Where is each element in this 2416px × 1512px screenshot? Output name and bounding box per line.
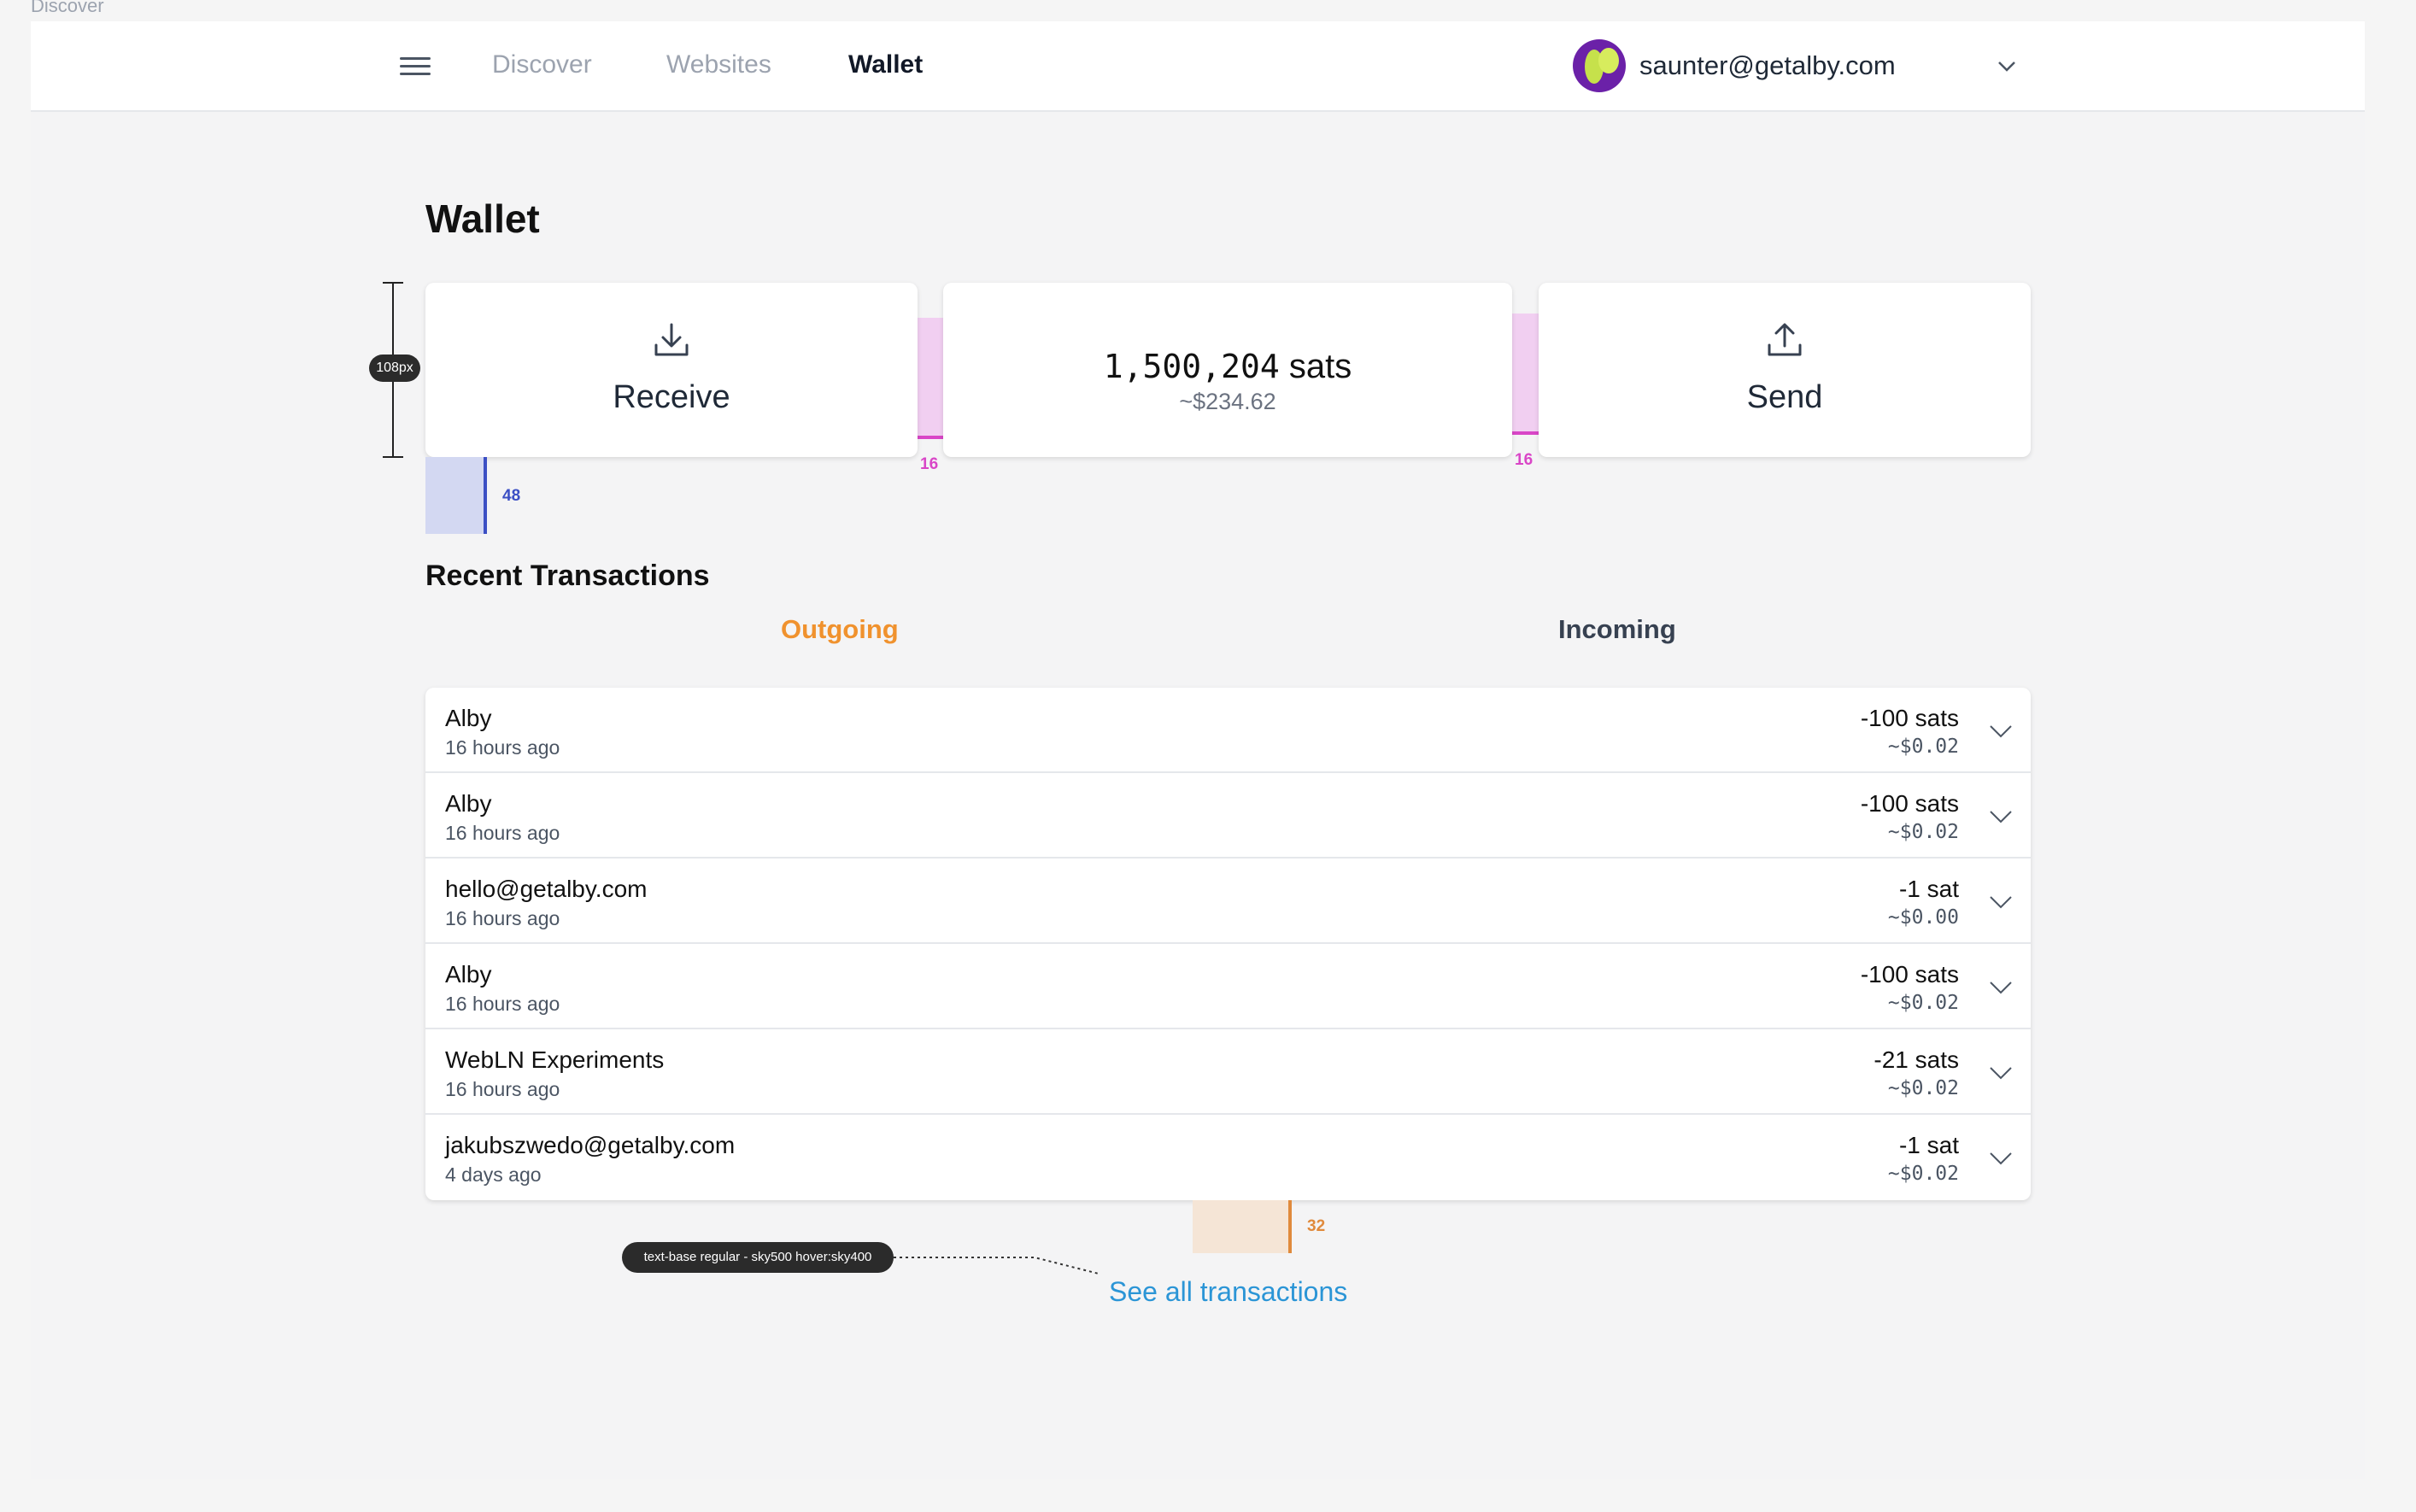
transaction-amount: -100 sats — [1860, 961, 1959, 987]
transaction-title: Alby — [445, 705, 492, 731]
transaction-usd: ~$0.02 — [1887, 992, 1959, 1014]
nav-link-wallet[interactable]: Wallet — [848, 50, 924, 79]
transaction-row[interactable]: jakubszwedo@getalby.com 4 days ago -1 sa… — [425, 1115, 2031, 1200]
transaction-usd: ~$0.02 — [1887, 821, 1959, 843]
balance-sats-value: 1,500,204 — [1103, 348, 1280, 385]
transaction-usd: ~$0.02 — [1887, 1163, 1959, 1185]
transaction-amount: -1 sat — [1898, 1132, 1959, 1158]
transaction-usd: ~$0.02 — [1887, 1077, 1959, 1099]
transaction-time: 16 hours ago — [445, 822, 560, 844]
transaction-title: Alby — [445, 790, 492, 817]
transaction-row[interactable]: Alby 16 hours ago -100 sats ~$0.02 — [425, 688, 2031, 773]
send-button[interactable]: Send — [1539, 283, 2031, 457]
transaction-time: 4 days ago — [445, 1163, 542, 1186]
transaction-row[interactable]: hello@getalby.com 16 hours ago -1 sat ~$… — [425, 859, 2031, 944]
avatar — [1573, 39, 1626, 92]
transaction-amount: -21 sats — [1874, 1046, 1959, 1073]
transaction-row[interactable]: Alby 16 hours ago -100 sats ~$0.02 — [425, 944, 2031, 1029]
frame-label: Discover — [31, 0, 104, 16]
transaction-title: WebLN Experiments — [445, 1046, 665, 1073]
height-dimension-cap-top — [383, 282, 403, 284]
transaction-amount: -100 sats — [1860, 705, 1959, 731]
account-email: saunter@getalby.com — [1639, 50, 1896, 80]
link-style-annotation: text-base regular - sky500 hover:sky400 — [622, 1242, 894, 1273]
chevron-down-icon[interactable] — [1986, 888, 2015, 917]
balance-usd: ~$234.62 — [1179, 389, 1276, 414]
chevron-down-icon[interactable] — [1986, 717, 2015, 746]
chevron-down-icon[interactable] — [1986, 802, 2015, 831]
transaction-time: 16 hours ago — [445, 1078, 560, 1100]
spacing-label-below-cards: 48 — [502, 487, 521, 505]
tab-outgoing[interactable]: Outgoing — [781, 614, 899, 644]
account-menu[interactable]: saunter@getalby.com — [1573, 39, 1896, 92]
spacing-highlight-below-cards — [425, 457, 484, 534]
transaction-row[interactable]: Alby 16 hours ago -100 sats ~$0.02 — [425, 773, 2031, 859]
spacing-label-above-link: 32 — [1307, 1217, 1326, 1235]
transaction-usd: ~$0.00 — [1887, 906, 1959, 929]
transaction-time: 16 hours ago — [445, 907, 560, 929]
receive-button[interactable]: Receive — [425, 283, 918, 457]
transaction-amount: -100 sats — [1860, 790, 1959, 817]
chevron-down-icon[interactable] — [1986, 1144, 2015, 1173]
upload-icon — [1768, 323, 1802, 356]
gap-highlight-left — [918, 318, 943, 437]
transaction-time: 16 hours ago — [445, 993, 560, 1015]
spacing-marker-above-link — [1288, 1200, 1292, 1253]
height-annotation-badge: 108px — [369, 355, 420, 382]
spacing-highlight-above-link — [1193, 1200, 1288, 1253]
nav-link-discover[interactable]: Discover — [492, 50, 592, 79]
transaction-usd: ~$0.02 — [1887, 735, 1959, 758]
balance-card: 1,500,204 sats ~$234.62 — [943, 283, 1512, 457]
tab-incoming[interactable]: Incoming — [1558, 614, 1676, 644]
chevron-down-icon[interactable] — [1993, 52, 2020, 79]
top-navigation-bar: Discover Websites Wallet saunter@getalby… — [31, 21, 2365, 112]
send-label: Send — [1746, 379, 1823, 415]
annotation-connector — [894, 1257, 1100, 1275]
chevron-down-icon[interactable] — [1986, 973, 2015, 1002]
gap-marker-left — [918, 436, 943, 439]
transaction-row[interactable]: WebLN Experiments 16 hours ago -21 sats … — [425, 1029, 2031, 1115]
transaction-time: 16 hours ago — [445, 736, 560, 759]
gap-label-left: 16 — [920, 455, 939, 473]
see-all-transactions-link[interactable]: See all transactions — [1109, 1276, 1348, 1307]
nav-link-websites[interactable]: Websites — [666, 50, 771, 79]
transaction-title: hello@getalby.com — [445, 876, 648, 902]
gap-highlight-right — [1512, 314, 1539, 433]
balance-sats: 1,500,204 sats — [943, 348, 1512, 386]
recent-transactions-title: Recent Transactions — [425, 560, 710, 592]
transaction-title: Alby — [445, 961, 492, 987]
transaction-title: jakubszwedo@getalby.com — [445, 1132, 736, 1158]
gap-label-right: 16 — [1515, 451, 1533, 469]
download-icon — [654, 323, 689, 356]
spacing-marker-below-cards — [484, 457, 487, 534]
page-title: Wallet — [425, 196, 540, 241]
gap-marker-right — [1512, 431, 1539, 435]
height-dimension-cap-bottom — [383, 456, 403, 458]
balance-sats-unit: sats — [1288, 348, 1352, 385]
chevron-down-icon[interactable] — [1986, 1058, 2015, 1087]
receive-label: Receive — [613, 379, 730, 415]
transaction-amount: -1 sat — [1898, 876, 1959, 902]
menu-icon[interactable] — [400, 57, 431, 76]
app-frame: Discover Websites Wallet saunter@getalby… — [31, 21, 2365, 1479]
transaction-list: Alby 16 hours ago -100 sats ~$0.02 Alby … — [425, 688, 2031, 1200]
